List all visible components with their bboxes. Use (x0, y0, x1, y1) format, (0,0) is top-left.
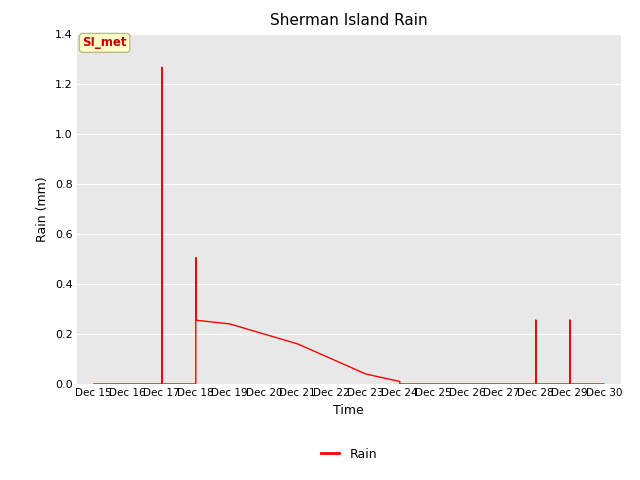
Title: Sherman Island Rain: Sherman Island Rain (270, 13, 428, 28)
Y-axis label: Rain (mm): Rain (mm) (36, 176, 49, 241)
Legend: Rain: Rain (316, 443, 382, 466)
X-axis label: Time: Time (333, 404, 364, 417)
Text: SI_met: SI_met (83, 36, 127, 49)
